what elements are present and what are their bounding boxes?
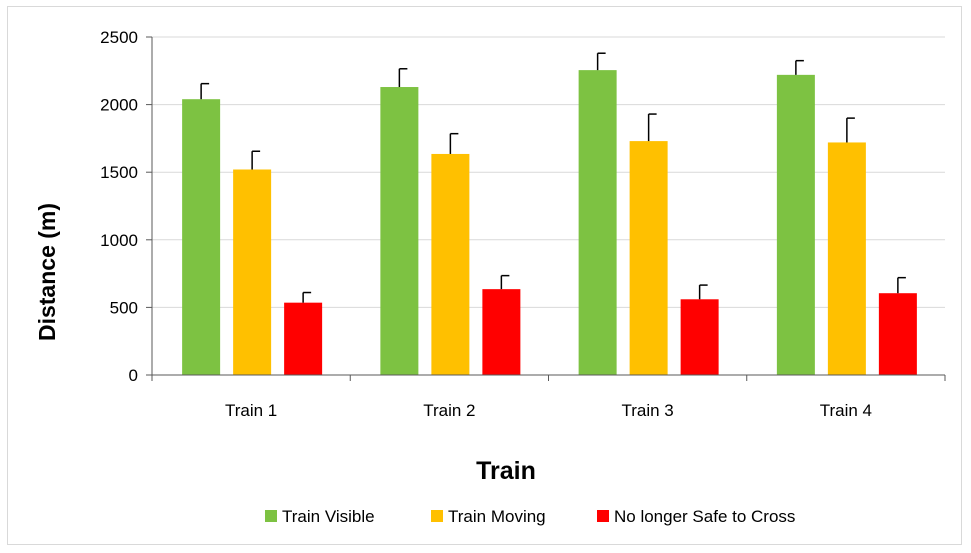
bar	[629, 141, 668, 375]
y-tick-labels: 0 500 1000 1500 2000 2500	[100, 28, 138, 385]
y-tick-label: 1000	[100, 231, 138, 250]
bar	[380, 87, 419, 376]
y-tick-label: 1500	[100, 163, 138, 182]
y-axis-title: Distance (m)	[34, 203, 60, 341]
bar	[284, 302, 323, 375]
y-tick-label: 0	[129, 366, 138, 385]
bar	[878, 293, 917, 375]
error-bars	[200, 52, 906, 303]
y-tick-label: 2500	[100, 28, 138, 47]
y-tick-label: 2000	[100, 96, 138, 115]
bar	[680, 299, 719, 375]
bar	[482, 289, 521, 375]
legend-swatch	[597, 510, 609, 522]
axes	[146, 36, 946, 381]
x-tick-label: Train 1	[225, 401, 277, 420]
bar	[578, 70, 617, 376]
bar	[776, 74, 815, 375]
bar	[233, 169, 272, 375]
bar	[182, 99, 221, 375]
legend-label: No longer Safe to Cross	[614, 507, 795, 526]
bar	[431, 153, 470, 375]
x-tick-label: Train 2	[423, 401, 475, 420]
legend-swatch	[431, 510, 443, 522]
y-tick-label: 500	[110, 298, 138, 317]
x-tick-label: Train 4	[820, 401, 872, 420]
x-tick-labels: Train 1 Train 2 Train 3 Train 4	[225, 401, 872, 420]
legend: Train Visible Train Moving No longer Safe …	[265, 507, 795, 526]
legend-label: Train Visible	[282, 507, 375, 526]
x-axis-title: Train	[476, 457, 536, 485]
x-tick-label: Train 3	[621, 401, 673, 420]
bars	[182, 70, 917, 376]
legend-label: Train Moving	[448, 507, 546, 526]
legend-swatch	[265, 510, 277, 522]
bar	[827, 142, 866, 375]
